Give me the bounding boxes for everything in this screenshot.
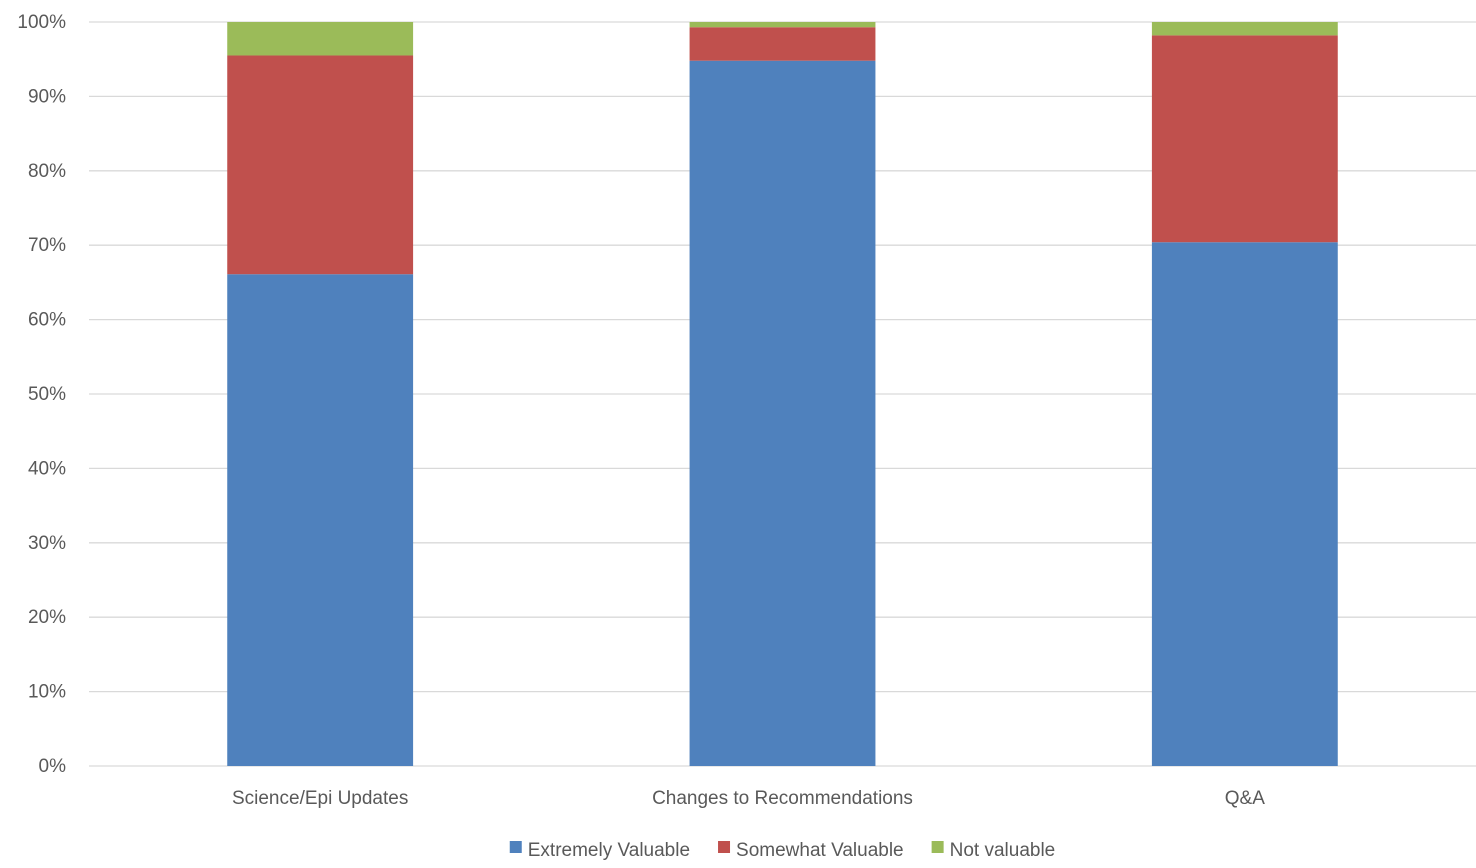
bars bbox=[227, 22, 1338, 767]
y-tick-label: 20% bbox=[28, 607, 66, 628]
y-tick-label: 70% bbox=[28, 235, 66, 256]
bar-not-valuable-q-a bbox=[1151, 22, 1338, 36]
legend-label: Extremely Valuable bbox=[528, 840, 690, 861]
bar-extremely-valuable-science-epi-updates bbox=[227, 274, 414, 766]
y-tick-label: 10% bbox=[28, 682, 66, 703]
y-tick-label: 80% bbox=[28, 161, 66, 182]
legend-item-somewhat-valuable: Somewhat Valuable bbox=[718, 840, 904, 861]
y-tick-label: 40% bbox=[28, 458, 66, 479]
legend-item-not-valuable: Not valuable bbox=[931, 840, 1056, 861]
x-axis: Science/Epi Updates Changes to Recommenda… bbox=[232, 788, 1265, 809]
bar-somewhat-valuable-changes-to-recommendations bbox=[689, 27, 876, 61]
x-tick-label: Science/Epi Updates bbox=[232, 788, 408, 809]
y-tick-label: 30% bbox=[28, 533, 66, 554]
y-tick-label: 60% bbox=[28, 310, 66, 331]
bar-extremely-valuable-q-a bbox=[1151, 242, 1338, 766]
y-tick-label: 50% bbox=[28, 384, 66, 405]
bar-somewhat-valuable-science-epi-updates bbox=[227, 55, 414, 275]
legend-swatch bbox=[931, 841, 944, 853]
legend-label: Somewhat Valuable bbox=[736, 840, 904, 861]
legend: Extremely Valuable Somewhat Valuable Not v… bbox=[509, 840, 1056, 861]
bar-somewhat-valuable-q-a bbox=[1151, 35, 1338, 243]
y-axis: 0% 10% 20% 30% 40% 50% 60% 70% 80% 90% 100% bbox=[17, 12, 66, 777]
y-tick-label: 100% bbox=[17, 12, 66, 33]
x-tick-label: Q&A bbox=[1225, 788, 1265, 809]
legend-swatch bbox=[509, 841, 522, 853]
bar-not-valuable-science-epi-updates bbox=[227, 22, 414, 56]
legend-label: Not valuable bbox=[950, 840, 1056, 861]
bar-not-valuable-changes-to-recommendations bbox=[689, 22, 876, 28]
x-tick-label: Changes to Recommendations bbox=[652, 788, 913, 809]
legend-swatch bbox=[718, 841, 731, 853]
y-tick-label: 90% bbox=[28, 86, 66, 107]
y-tick-label: 0% bbox=[39, 756, 67, 777]
legend-item-extremely-valuable: Extremely Valuable bbox=[509, 840, 690, 861]
bar-extremely-valuable-changes-to-recommendations bbox=[689, 60, 876, 767]
